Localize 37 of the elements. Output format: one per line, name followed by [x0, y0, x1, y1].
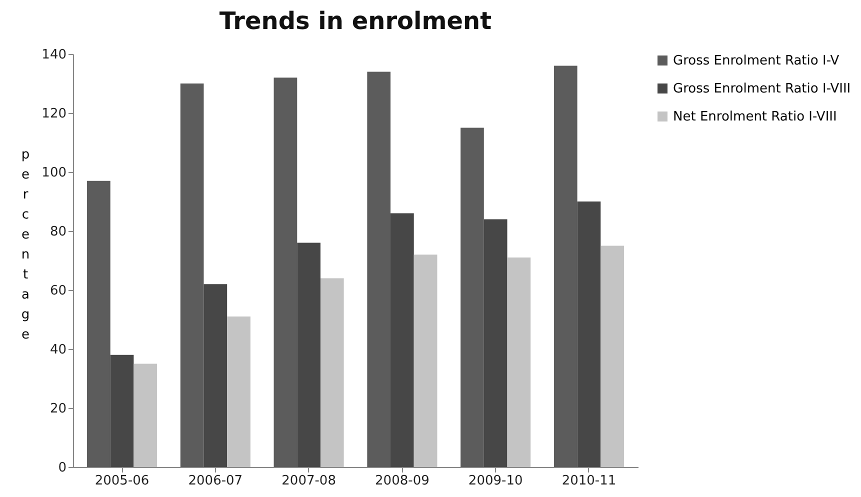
x-tick-label: 2005-06 — [94, 474, 150, 488]
x-tick-label: 2009-10 — [468, 474, 523, 488]
bar — [484, 219, 508, 467]
bar — [134, 364, 158, 467]
y-tick-label: 40 — [50, 342, 66, 358]
legend-label: Net Enrolment Ratio I-VIII — [673, 110, 837, 124]
bar — [390, 213, 414, 467]
x-tick-label: 2007-08 — [282, 474, 336, 488]
y-tick-label: 0 — [58, 460, 66, 476]
y-tick-label: 120 — [42, 106, 66, 122]
bar — [204, 284, 228, 467]
bar — [227, 316, 250, 467]
y-tick-label: 20 — [50, 402, 66, 416]
chart-title: Trends in enrolment — [219, 7, 492, 35]
y-tick-label: 60 — [50, 284, 66, 298]
bar — [460, 128, 484, 467]
text: percentage — [21, 148, 30, 342]
bar — [577, 202, 601, 467]
y-tick-label: 100 — [42, 166, 66, 180]
bar — [110, 354, 134, 467]
x-tick-label: 2008-09 — [375, 474, 430, 488]
bar — [87, 180, 110, 467]
legend-label: Gross Enrolment Ratio I-VIII — [673, 82, 851, 96]
bar — [320, 278, 344, 467]
legend-label: Gross Enrolment Ratio I-V — [673, 54, 840, 68]
x-tick-label: 2006-07 — [188, 474, 243, 488]
bar — [554, 66, 578, 467]
bar — [507, 258, 531, 467]
y-tick-label: 80 — [50, 224, 66, 240]
bar — [297, 242, 320, 467]
bar — [180, 84, 204, 467]
bar — [600, 246, 624, 467]
x-tick-label: 2010-11 — [562, 474, 616, 488]
bar — [367, 72, 391, 467]
bar — [274, 78, 298, 467]
bar — [414, 254, 438, 467]
y-tick-label: 140 — [42, 48, 66, 62]
